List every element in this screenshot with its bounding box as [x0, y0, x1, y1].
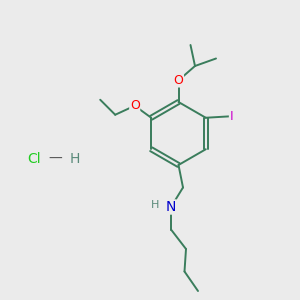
Text: Cl: Cl	[28, 152, 41, 166]
Text: H: H	[151, 200, 160, 210]
Text: O: O	[130, 99, 140, 112]
Text: H: H	[70, 152, 80, 166]
Text: N: N	[166, 200, 176, 214]
Text: —: —	[49, 152, 62, 166]
Text: O: O	[174, 74, 183, 87]
Text: I: I	[230, 110, 233, 123]
